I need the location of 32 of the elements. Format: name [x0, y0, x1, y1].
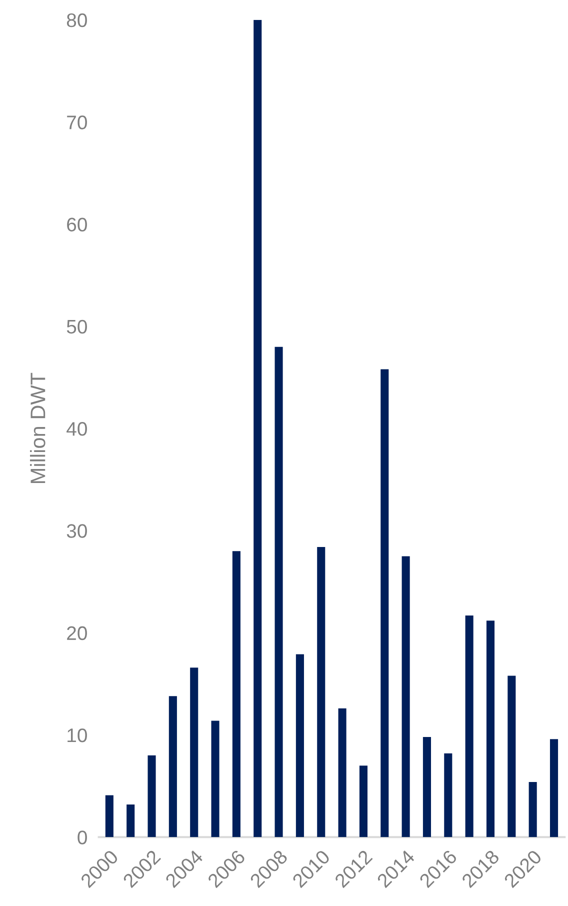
bar [232, 551, 240, 838]
bar [465, 615, 474, 838]
bar [168, 696, 177, 838]
bar [274, 346, 283, 838]
bar [422, 737, 432, 838]
bar [402, 556, 410, 838]
bar [126, 804, 135, 838]
y-tick-label: 40 [66, 422, 87, 436]
y-tick-label: 80 [66, 13, 87, 28]
bar [380, 369, 389, 838]
y-tick-label: 10 [68, 728, 87, 742]
bar [359, 766, 368, 838]
bar [190, 668, 198, 838]
y-tick-label: 50 [66, 320, 87, 334]
bar [148, 755, 156, 838]
bar [211, 720, 220, 838]
bar [105, 795, 114, 838]
bar [550, 739, 558, 838]
bar [317, 547, 326, 838]
y-tick-label: 30 [66, 524, 87, 538]
bar [508, 676, 516, 838]
y-tick-label: 20 [67, 626, 87, 640]
bar [486, 620, 495, 838]
bar [444, 753, 452, 838]
y-axis-title: Million DWT [30, 372, 46, 483]
y-tick-label: 60 [67, 218, 87, 232]
bar [254, 20, 262, 838]
bar [338, 708, 346, 838]
bar [528, 782, 537, 838]
bar [296, 654, 304, 838]
y-tick-label: 70 [67, 116, 87, 130]
y-tick-label: 0 [78, 830, 87, 844]
